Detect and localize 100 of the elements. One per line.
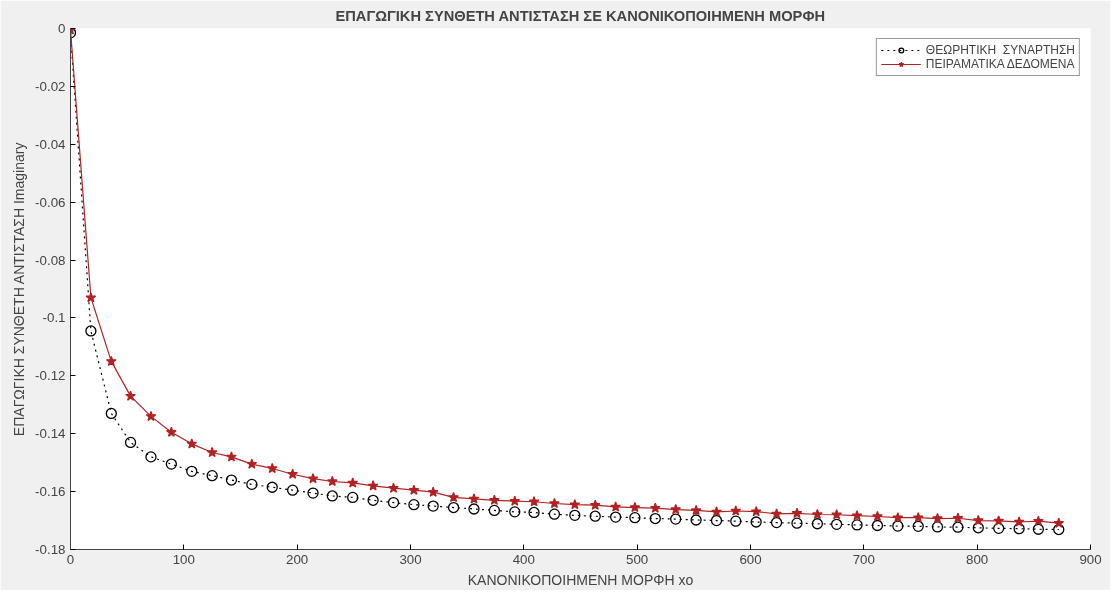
point (931, 521, 944, 533)
point (690, 514, 702, 526)
point (367, 494, 379, 506)
y-tick-label: -0.12 (35, 368, 66, 384)
point (367, 480, 379, 491)
point (448, 491, 459, 503)
point (830, 518, 843, 530)
point (145, 451, 157, 463)
x-tick-label: 200 (286, 551, 309, 567)
legend-label: ΘΕΩΡΗΤΙΚΗ ΣΥΝΑΡΤΗΣΗ (925, 43, 1075, 57)
point (226, 451, 237, 462)
point (770, 516, 783, 529)
legend-label: ΠΕΙΡΑΜΑΤΙΚΑ ΔΕΔΟΜΕΝΑ (925, 57, 1075, 71)
point (892, 512, 904, 523)
point (186, 465, 198, 477)
point (1032, 515, 1044, 526)
point (972, 514, 984, 526)
point (831, 509, 843, 520)
x-tick-label: 100 (172, 551, 195, 567)
point (307, 487, 319, 499)
y-tick-label: -0.18 (35, 542, 66, 557)
point (710, 514, 723, 527)
point (105, 407, 117, 420)
point (871, 519, 884, 532)
point (206, 446, 218, 458)
point (791, 507, 803, 519)
y-tick-label: -0.16 (35, 484, 66, 500)
point (145, 410, 157, 422)
point (347, 491, 359, 504)
chart-title: ΕΠΑΓΩΓΙΚΗ ΣΥΝΘΕΤΗ ΑΝΤΙΣΤΑΣΗ ΣΕ ΚΑΝΟΝΙΚΟΠΟΙΗΜΕΝΗ ΜΟΡΦΗ (335, 7, 826, 24)
point (750, 505, 762, 517)
point (447, 501, 460, 514)
point (952, 521, 964, 533)
point (811, 518, 824, 530)
point (811, 508, 823, 520)
point (892, 520, 904, 532)
x-axis-title: ΚΑΝΟΝΙΚΟΠΟΙΗΜΕΝΗ ΜΟΡΦΗ xo (467, 571, 694, 588)
point (528, 506, 540, 519)
point (791, 517, 803, 529)
point (912, 520, 924, 532)
x-tick-label: 700 (852, 551, 875, 567)
point (1013, 523, 1025, 535)
point (932, 512, 943, 524)
y-tick-label: -0.02 (35, 78, 66, 94)
point (972, 522, 984, 534)
point (488, 504, 501, 517)
point (125, 390, 136, 401)
x-tick-label: 600 (739, 551, 762, 567)
y-tick-label: -0.04 (35, 136, 67, 152)
y-axis-title: ΕΠΑΓΩΓΙΚΗ ΣΥΝΘΕΤΗ ΑΝΤΙΣΤΑΣΗ Imaginary (11, 142, 28, 437)
x-tick-label: 800 (966, 551, 989, 567)
point (771, 508, 782, 519)
point (993, 515, 1005, 526)
x-tick-label: 400 (512, 551, 535, 567)
point (165, 426, 177, 437)
point (408, 484, 420, 495)
point (670, 513, 682, 525)
point (610, 501, 622, 512)
point (246, 458, 258, 469)
point (952, 512, 964, 523)
point (1032, 523, 1045, 535)
point (408, 499, 420, 511)
point (730, 505, 742, 516)
point (186, 438, 198, 449)
point (206, 470, 218, 482)
point (730, 515, 742, 527)
point (347, 477, 359, 488)
point (105, 355, 117, 367)
point (1013, 516, 1025, 527)
point (287, 468, 299, 479)
point (549, 497, 560, 509)
point (124, 436, 137, 449)
point (266, 481, 278, 493)
point (670, 503, 682, 515)
point (427, 500, 439, 512)
point (307, 472, 319, 484)
y-tick-label: 0 (58, 21, 66, 36)
point (589, 499, 601, 510)
point (548, 508, 561, 520)
point (609, 511, 622, 523)
point (509, 495, 521, 506)
point (528, 496, 540, 507)
x-tick-label: 300 (399, 551, 422, 567)
point (246, 478, 258, 491)
point (589, 510, 601, 522)
point (387, 496, 400, 509)
point (468, 493, 480, 504)
point (509, 506, 521, 518)
y-tick-label: -0.08 (35, 252, 66, 268)
point (388, 482, 399, 493)
point (872, 510, 883, 522)
point (266, 462, 278, 474)
point (85, 292, 97, 303)
point (649, 502, 661, 513)
y-tick-label: -0.06 (35, 194, 66, 210)
x-tick-label: 500 (626, 551, 649, 567)
point (629, 501, 641, 513)
point (326, 475, 338, 487)
point (912, 512, 924, 523)
point (488, 494, 500, 505)
